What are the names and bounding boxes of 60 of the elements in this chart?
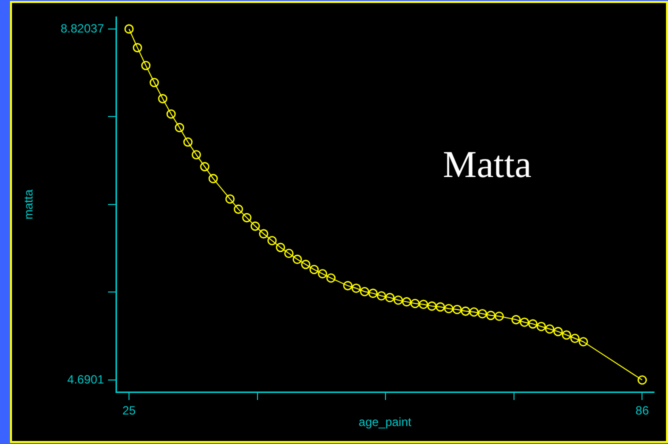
point (301, 260, 310, 270)
point (562, 330, 572, 340)
point (192, 150, 201, 160)
point (444, 304, 454, 314)
point (141, 60, 151, 70)
point (242, 213, 252, 222)
point (578, 337, 588, 346)
point (284, 248, 294, 258)
point (343, 281, 352, 290)
point (402, 297, 412, 306)
point (150, 78, 159, 88)
point (208, 174, 218, 184)
point (511, 315, 521, 324)
x-tick-label: 25 (122, 404, 136, 418)
point (360, 286, 370, 296)
point (486, 310, 496, 320)
point (292, 254, 302, 264)
point (234, 204, 244, 214)
point (452, 304, 462, 314)
point (225, 194, 235, 204)
y-axis-title: matta (22, 189, 36, 220)
point (250, 222, 260, 231)
point (166, 109, 176, 119)
point (376, 291, 386, 301)
point (267, 236, 277, 246)
point (478, 309, 488, 318)
point (385, 292, 394, 302)
point (200, 162, 210, 172)
point (326, 273, 336, 283)
point (158, 94, 168, 104)
point (460, 306, 470, 316)
point (276, 242, 286, 252)
point (536, 322, 546, 332)
point (418, 300, 428, 310)
annotation: Matta (442, 144, 532, 186)
point (553, 326, 563, 336)
point (258, 229, 268, 238)
point (528, 319, 538, 329)
point (124, 24, 134, 34)
point (132, 43, 142, 52)
point (368, 288, 378, 298)
point (309, 264, 319, 274)
x-axis-title: age_paint (358, 415, 412, 430)
point (410, 298, 420, 308)
point (469, 307, 479, 317)
point (183, 137, 193, 147)
point (436, 302, 445, 312)
point (520, 318, 530, 327)
point (427, 301, 437, 311)
point (545, 324, 554, 334)
y-tick-label: 8.82037 (60, 21, 104, 36)
point (174, 122, 184, 132)
x-tick-label: 86 (636, 404, 650, 418)
point (570, 334, 580, 344)
y-tick-label: 4.6901 (67, 372, 104, 386)
point (394, 295, 403, 305)
point (352, 284, 361, 293)
point (494, 312, 504, 321)
point (318, 269, 328, 278)
point (638, 375, 647, 385)
